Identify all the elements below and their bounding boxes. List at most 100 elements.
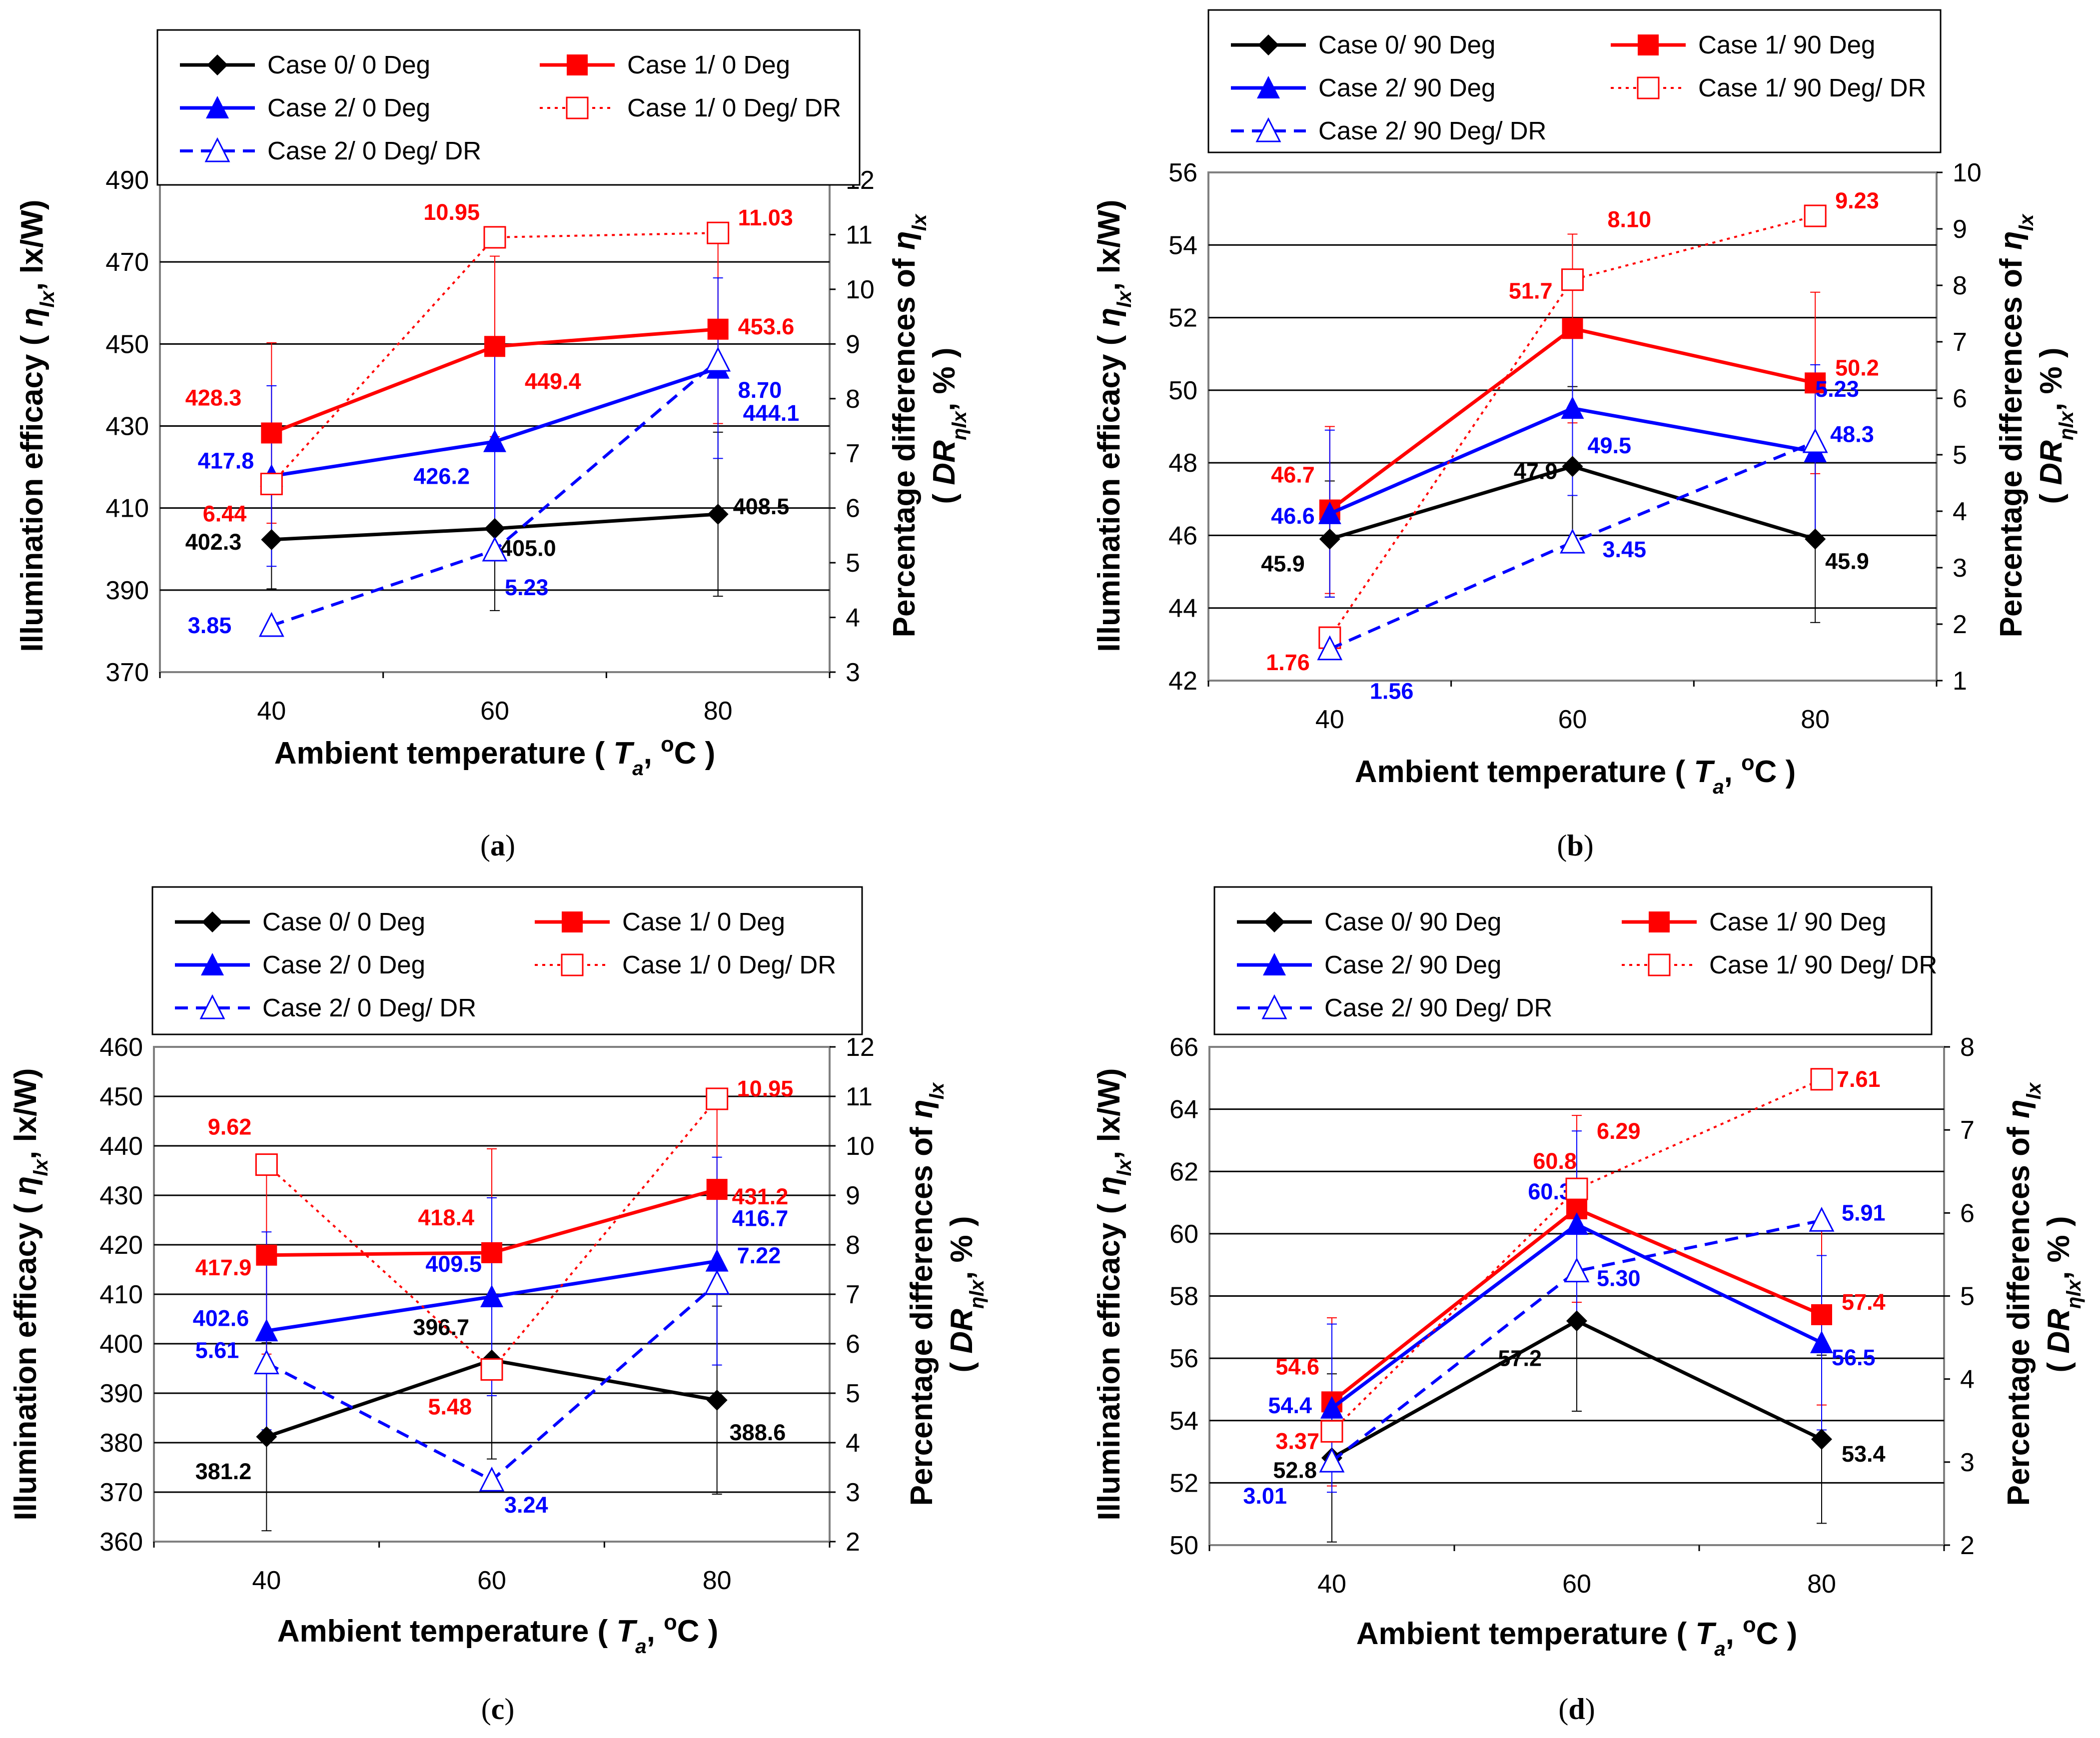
- data-point: [1805, 528, 1826, 550]
- data-label: 3.01: [1243, 1483, 1287, 1509]
- y2-axis-title-unit: ( DRηlx, % ): [2034, 347, 2078, 504]
- data-label: 402.3: [185, 529, 242, 555]
- legend-label: Case 1/ 90 Deg/ DR: [1698, 73, 1926, 102]
- data-label: 10.95: [737, 1076, 794, 1101]
- legend-swatch-marker: [206, 96, 229, 118]
- panel-caption: (d): [1558, 1693, 1595, 1726]
- legend-label: Case 2/ 0 Deg: [267, 93, 430, 122]
- data-label: 9.23: [1835, 188, 1879, 213]
- y-tick-label: 52: [1168, 304, 1197, 333]
- data-label: 417.9: [195, 1255, 252, 1280]
- y-axis-title: Illumination efficacy ( ηlx, lx/W): [1092, 199, 1135, 652]
- legend-frame: [1207, 9, 1942, 153]
- legend-label: Case 1/ 0 Deg/ DR: [622, 950, 836, 979]
- y-axis-title: Illumination efficacy ( ηlx, lx/W): [8, 1068, 52, 1520]
- legend-swatch-marker: [1649, 911, 1670, 932]
- series-line: [1329, 440, 1816, 651]
- data-point: [482, 536, 508, 562]
- data-label: 3.45: [1603, 537, 1647, 562]
- data-label: 51.7: [1509, 278, 1553, 303]
- legend-swatch-marker: [567, 54, 588, 75]
- x-tick-label: 40: [1317, 1570, 1346, 1599]
- y2-tick-label: 3: [846, 1478, 860, 1507]
- y-tick-label: 54: [1168, 231, 1197, 260]
- y-tick-label: 390: [105, 576, 149, 605]
- y-axis-title: Illumination efficacy ( ηlx, lx/W): [1092, 1068, 1135, 1520]
- data-label: 53.4: [1842, 1441, 1886, 1467]
- data-label: 388.6: [730, 1420, 786, 1445]
- y-tick-label: 360: [99, 1528, 143, 1557]
- x-tick-label: 80: [1801, 705, 1830, 734]
- data-label: 6.44: [203, 501, 247, 527]
- data-point: [704, 1269, 730, 1295]
- data-point: [484, 518, 505, 539]
- y2-tick-label: 4: [846, 604, 860, 633]
- y-tick-label: 410: [99, 1280, 143, 1309]
- data-label: 7.61: [1837, 1066, 1881, 1092]
- y-tick-label: 440: [99, 1132, 143, 1161]
- y2-tick-label: 3: [1953, 554, 1967, 583]
- data-label: 1.56: [1370, 679, 1414, 704]
- data-point: [707, 503, 729, 525]
- y2-axis-title-unit: ( DRηlx, % ): [2042, 1216, 2085, 1372]
- legend-label: Case 0/ 0 Deg: [267, 50, 430, 79]
- data-point: [1562, 318, 1583, 339]
- y2-tick-label: 7: [1960, 1116, 1975, 1145]
- legend-swatch-marker: [1255, 117, 1281, 142]
- data-label: 409.5: [425, 1251, 482, 1277]
- legend-label: Case 1/ 90 Deg: [1698, 30, 1875, 59]
- y-tick-label: 370: [105, 658, 149, 687]
- data-point: [479, 1466, 505, 1492]
- data-label: 45.9: [1261, 551, 1305, 577]
- x-tick-label: 60: [1562, 1570, 1591, 1599]
- panel-caption: (b): [1557, 829, 1593, 862]
- data-label: 7.22: [737, 1243, 781, 1268]
- x-axis-title: Ambient temperature ( Ta, oC ): [1355, 751, 1796, 798]
- y-tick-label: 490: [105, 166, 149, 195]
- y-tick-label: 400: [99, 1330, 143, 1359]
- y2-axis-title: Percentage differences of ηlx: [905, 1082, 948, 1506]
- legend-swatch-marker: [1258, 34, 1279, 55]
- data-label: 8.70: [738, 377, 782, 403]
- x-axis-title: Ambient temperature ( Ta, oC ): [1356, 1613, 1798, 1660]
- data-label: 418.4: [418, 1205, 474, 1230]
- data-point: [261, 529, 282, 550]
- chart-panel-c: 360 370 380 390 400 410 420 430 440 450 460 2 3 4 5 6 7 8…: [8, 886, 988, 1726]
- legend: Case 0/ 0 Deg Case 1/ 0 Deg Case 2/ 0 Deg C…: [151, 886, 863, 1035]
- data-point: [483, 429, 506, 452]
- series-line: [1331, 1078, 1822, 1432]
- data-label: 54.6: [1275, 1354, 1319, 1379]
- x-tick-label: 80: [703, 1566, 732, 1595]
- data-label: 60.3: [1528, 1179, 1572, 1204]
- legend-label: Case 2/ 0 Deg: [262, 950, 425, 979]
- y-tick-label: 420: [99, 1231, 143, 1260]
- y2-axis-title: Percentage differences of ηlx: [887, 213, 931, 637]
- y2-tick-label: 11: [846, 220, 873, 249]
- data-label: 402.6: [193, 1305, 249, 1331]
- legend-label: Case 2/ 0 Deg/ DR: [267, 136, 481, 165]
- y2-tick-label: 2: [1953, 610, 1967, 639]
- legend-frame: [151, 886, 863, 1035]
- legend-swatch-marker: [201, 953, 224, 975]
- panel-caption: (a): [480, 829, 515, 862]
- y2-tick-label: 1: [1953, 667, 1967, 696]
- data-label: 453.6: [738, 314, 795, 339]
- y-tick-label: 44: [1168, 594, 1197, 623]
- legend: Case 0/ 0 Deg Case 1/ 0 Deg Case 2/ 0 Deg C…: [156, 29, 861, 186]
- y-axis-title: Illumination efficacy ( ηlx, lx/W): [15, 199, 58, 652]
- data-point: [255, 1319, 278, 1342]
- y2-tick-label: 3: [846, 658, 860, 687]
- data-label: 46.7: [1271, 462, 1315, 488]
- data-label: 50.2: [1835, 355, 1879, 380]
- y-tick-label: 66: [1169, 1033, 1198, 1062]
- x-axis-title: Ambient temperature ( Ta, oC ): [277, 1611, 719, 1658]
- y2-tick-label: 9: [846, 330, 860, 359]
- x-tick-label: 80: [704, 697, 733, 726]
- y2-axis-title: Percentage differences of ηlx: [2002, 1082, 2045, 1506]
- data-point: [1320, 1396, 1343, 1419]
- data-point: [480, 1284, 503, 1307]
- y2-tick-label: 6: [1953, 384, 1967, 413]
- y2-tick-label: 5: [1960, 1282, 1975, 1311]
- data-point: [484, 336, 505, 357]
- data-point: [1811, 1429, 1832, 1450]
